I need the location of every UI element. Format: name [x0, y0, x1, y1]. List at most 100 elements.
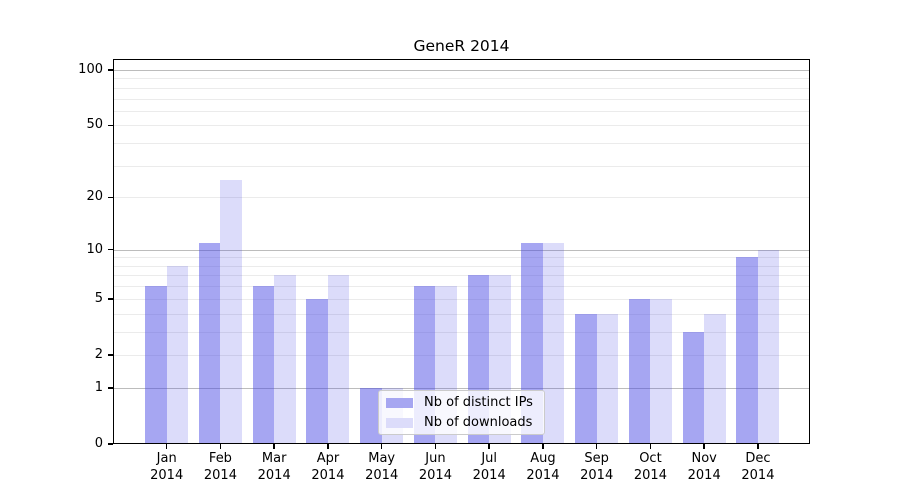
x-tick-label-jan: Jan 2014 — [135, 451, 199, 484]
gridline-minor-9 — [113, 257, 810, 259]
x-tick-may — [380, 444, 383, 449]
y-tick-label-1: 1 — [94, 379, 103, 395]
bar-distinct-ips-may — [360, 387, 382, 444]
x-label-year-dec: 2014 — [741, 467, 775, 483]
y-tick-100 — [108, 69, 113, 71]
chart-title: GeneR 2014 — [413, 37, 510, 55]
legend-item-distinct-ips: Nb of distinct IPs — [386, 394, 544, 411]
x-tick-sep — [595, 444, 598, 449]
x-tick-jul — [488, 444, 490, 449]
x-tick-jun — [434, 444, 437, 449]
bar-downloads-feb — [220, 179, 242, 444]
bar-downloads-apr — [327, 275, 350, 444]
y-tick-label-2: 2 — [94, 346, 103, 362]
x-label-month-feb: Feb — [208, 451, 232, 466]
x-label-year-jan: 2014 — [150, 467, 184, 483]
x-tick-oct — [649, 444, 652, 449]
x-label-month-mar: Mar — [261, 451, 287, 466]
x-label-month-nov: Nov — [691, 451, 717, 466]
gridline-minor-30 — [113, 165, 810, 167]
x-tick-label-oct: Oct 2014 — [618, 451, 682, 484]
legend-label-downloads: Nb of downloads — [424, 415, 533, 430]
bar-downloads-mar — [274, 275, 296, 444]
gridline-minor-20 — [113, 197, 810, 199]
gridline-minor-4 — [113, 313, 810, 315]
x-tick-label-apr: Apr 2014 — [296, 451, 360, 484]
y-tick-10 — [108, 248, 113, 251]
legend-label-distinct-ips: Nb of distinct IPs — [424, 395, 533, 410]
gridline-minor-70 — [113, 98, 810, 100]
bar-downloads-jan — [166, 265, 189, 444]
y-tick-label-0: 0 — [94, 436, 103, 451]
plot-area — [113, 59, 810, 444]
y-tick-label-20: 20 — [86, 189, 103, 205]
legend-swatch-downloads — [386, 417, 413, 428]
x-tick-feb — [219, 444, 222, 449]
gridline-major-1 — [113, 387, 810, 389]
gridline-minor-8 — [113, 265, 810, 267]
gridline-minor-3 — [113, 331, 810, 333]
bar-downloads-sep — [596, 313, 619, 444]
x-tick-label-jun: Jun 2014 — [403, 451, 467, 484]
gridline-minor-2 — [113, 354, 810, 356]
x-label-month-dec: Dec — [745, 451, 771, 466]
x-tick-label-may: May 2014 — [350, 451, 414, 484]
gridline-minor-90 — [113, 78, 810, 80]
x-tick-jan — [165, 444, 168, 449]
y-tick-label-50: 50 — [86, 117, 103, 133]
y-tick-20 — [108, 196, 113, 199]
y-tick-label-100: 100 — [78, 62, 103, 77]
x-tick-label-sep: Sep 2014 — [565, 451, 629, 484]
y-tick-50 — [108, 124, 113, 127]
gridline-minor-7 — [113, 275, 810, 277]
legend-swatch-distinct-ips — [386, 397, 413, 408]
x-tick-label-jul: Jul 2014 — [457, 451, 521, 484]
y-tick-2 — [108, 354, 113, 356]
y-tick-1 — [108, 387, 113, 389]
x-label-month-oct: Oct — [639, 451, 662, 466]
y-tick-label-10: 10 — [86, 241, 103, 257]
y-tick-5 — [108, 298, 113, 300]
gridline-major-10 — [113, 249, 810, 251]
x-label-month-may: May — [368, 451, 396, 466]
gridline-major-100 — [113, 70, 810, 71]
x-tick-apr — [327, 444, 329, 449]
x-label-year-may: 2014 — [365, 467, 399, 483]
bar-downloads-dec — [757, 249, 780, 444]
x-label-month-jan: Jan — [156, 451, 177, 466]
x-tick-label-aug: Aug 2014 — [511, 451, 575, 484]
x-label-year-jul: 2014 — [472, 467, 506, 483]
x-label-month-jun: Jun — [425, 451, 446, 466]
x-label-year-nov: 2014 — [687, 467, 721, 483]
legend-item-downloads: Nb of downloads — [386, 414, 544, 431]
bar-distinct-ips-sep — [575, 313, 597, 444]
x-label-year-oct: 2014 — [633, 467, 667, 483]
x-label-year-apr: 2014 — [311, 467, 345, 483]
y-tick-0 — [108, 443, 113, 445]
bar-distinct-ips-nov — [682, 331, 705, 444]
x-label-month-apr: Apr — [316, 451, 340, 466]
gridline-minor-60 — [113, 110, 810, 112]
x-label-month-jul: Jul — [481, 451, 498, 466]
x-label-year-sep: 2014 — [580, 467, 614, 483]
x-label-month-aug: Aug — [530, 451, 556, 466]
bar-distinct-ips-jan — [145, 286, 167, 444]
bar-distinct-ips-apr — [306, 298, 328, 444]
bar-downloads-aug — [542, 242, 565, 444]
gridline-minor-80 — [113, 87, 810, 89]
x-tick-label-feb: Feb 2014 — [188, 451, 252, 484]
gridline-minor-6 — [113, 286, 810, 288]
x-label-month-sep: Sep — [584, 451, 609, 466]
x-label-year-feb: 2014 — [203, 467, 237, 483]
x-tick-dec — [757, 444, 759, 449]
gridline-minor-50 — [113, 125, 810, 127]
x-tick-aug — [542, 444, 544, 449]
bar-distinct-ips-dec — [736, 257, 758, 444]
bar-downloads-oct — [650, 298, 672, 444]
x-label-year-mar: 2014 — [257, 467, 291, 483]
bar-downloads-nov — [704, 313, 726, 444]
x-label-year-aug: 2014 — [526, 467, 560, 483]
y-tick-label-5: 5 — [94, 290, 103, 306]
x-tick-nov — [703, 444, 705, 449]
